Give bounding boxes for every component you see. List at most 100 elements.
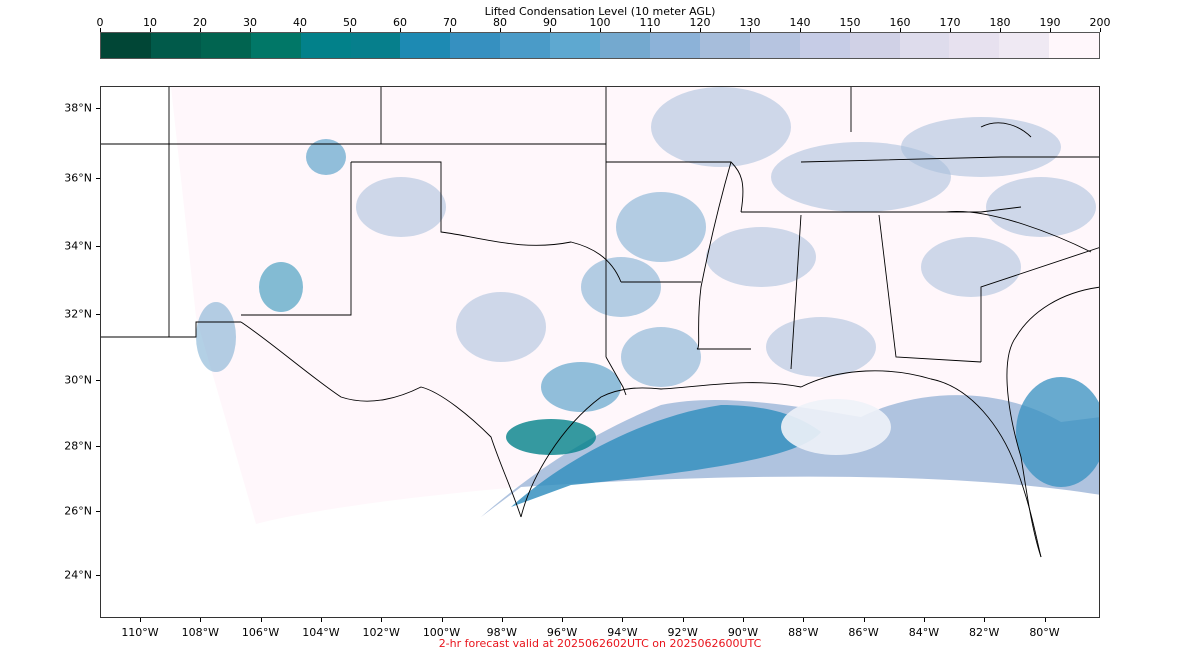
boundary-line	[1006, 286, 1099, 558]
latitude-tick	[96, 178, 100, 179]
latitude-tick	[96, 446, 100, 447]
lcl-field	[101, 87, 1099, 524]
moisture-blob	[456, 292, 546, 362]
colorbar-tick	[850, 28, 851, 32]
colorbar-segment	[400, 33, 451, 58]
colorbar-tick-label: 110	[639, 16, 661, 29]
latitude-label: 30°N	[64, 373, 92, 387]
map-panel	[100, 86, 1100, 618]
colorbar-tick	[900, 28, 901, 32]
colorbar-segment	[1049, 33, 1100, 58]
colorbar-segment	[749, 33, 800, 58]
colorbar-tick	[450, 28, 451, 32]
colorbar-segment	[200, 33, 251, 58]
colorbar-title: Lifted Condensation Level (10 meter AGL)	[484, 5, 716, 18]
longitude-tick	[1044, 618, 1046, 622]
longitude-label: 94°W	[607, 626, 638, 639]
longitude-label: 104°W	[302, 626, 340, 639]
colorbar-tick-label: 130	[739, 16, 761, 29]
longitude-tick	[501, 618, 503, 622]
colorbar-segment	[849, 33, 900, 58]
longitude-label: 92°W	[667, 626, 698, 639]
state-borders	[101, 87, 1099, 558]
moisture-blob	[651, 87, 791, 167]
longitude-tick	[863, 618, 865, 622]
colorbar-tick-label: 50	[343, 16, 357, 29]
moisture-blob	[356, 177, 446, 237]
colorbar-tick-label: 140	[789, 16, 811, 29]
latitude-tick	[96, 314, 100, 315]
longitude-label: 82°W	[969, 626, 1000, 639]
colorbar-tick	[300, 28, 301, 32]
longitude-tick	[682, 618, 684, 622]
colorbar-segment	[250, 33, 301, 58]
boundary-line	[101, 321, 241, 338]
colorbar-segment	[300, 33, 351, 58]
colorbar-tick-label: 40	[293, 16, 307, 29]
colorbar-tick	[600, 28, 601, 32]
colorbar-tick-label: 90	[543, 16, 557, 29]
longitude-tick	[622, 618, 624, 622]
colorbar-tick-label: 20	[193, 16, 207, 29]
moisture-blob	[921, 237, 1021, 297]
colorbar-segment	[699, 33, 750, 58]
longitude-label: 90°W	[727, 626, 759, 639]
longitude-tick	[923, 618, 925, 622]
colorbar-tick-label: 0	[96, 16, 104, 29]
moisture-blob	[706, 227, 816, 287]
boundary-line	[980, 247, 1099, 362]
boundary-line	[241, 162, 352, 316]
colorbar-segment	[101, 33, 151, 58]
boundary-line	[351, 161, 622, 283]
longitude-label: 80°W	[1029, 626, 1060, 639]
longitude-tick	[441, 618, 443, 622]
longitude-label: 106°W	[241, 626, 280, 639]
longitude-label: 100°W	[422, 626, 461, 639]
colorbar-segment	[500, 33, 551, 58]
latitude-label: 34°N	[64, 239, 92, 253]
longitude-tick	[381, 618, 383, 622]
colorbar-segment	[450, 33, 501, 58]
colorbar-segment	[899, 33, 950, 58]
boundary-line	[240, 321, 522, 518]
latitude-tick	[96, 511, 100, 512]
colorbar-tick-label: 170	[939, 16, 961, 29]
colorbar-tick-label: 80	[493, 16, 507, 29]
colorbar-segment	[649, 33, 700, 58]
colorbar-tick	[200, 28, 201, 32]
longitude-tick	[562, 618, 564, 622]
colorbar-segment	[949, 33, 1000, 58]
atlantic-moisture	[1016, 377, 1099, 487]
boundary-line	[605, 356, 627, 396]
colorbar-tick	[1000, 28, 1001, 32]
map-canvas	[101, 87, 1099, 558]
colorbar-tick	[150, 28, 151, 32]
longitude-tick	[320, 618, 322, 622]
moisture-blob	[986, 177, 1096, 237]
colorbar-tick	[500, 28, 501, 32]
moisture-blob	[306, 139, 346, 175]
longitude-label: 108°W	[181, 626, 219, 639]
moisture-blob	[259, 262, 303, 312]
colorbar-tick	[350, 28, 351, 32]
dry-patch	[781, 399, 891, 455]
colorbar	[100, 32, 1100, 59]
longitude-label: 86°W	[848, 626, 879, 639]
boundary-line	[945, 210, 1092, 253]
colorbar-tick-label: 120	[689, 16, 711, 29]
longitude-label: 102°W	[362, 626, 400, 639]
latitude-label: 28°N	[64, 439, 92, 453]
boundary-line	[790, 214, 802, 370]
latitude-label: 32°N	[64, 307, 92, 321]
longitude-label: 88°W	[788, 626, 819, 639]
gulf-moisture	[481, 395, 1099, 517]
boundary-line	[696, 161, 751, 350]
colorbar-tick-label: 60	[393, 16, 407, 29]
moisture-blob	[766, 317, 876, 377]
latitude-tick	[96, 246, 100, 247]
colorbar-tick-label: 100	[589, 16, 611, 29]
longitude-label: 98°W	[486, 626, 517, 639]
colorbar-segment	[150, 33, 201, 58]
colorbar-tick	[400, 28, 401, 32]
longitude-tick	[260, 618, 262, 622]
